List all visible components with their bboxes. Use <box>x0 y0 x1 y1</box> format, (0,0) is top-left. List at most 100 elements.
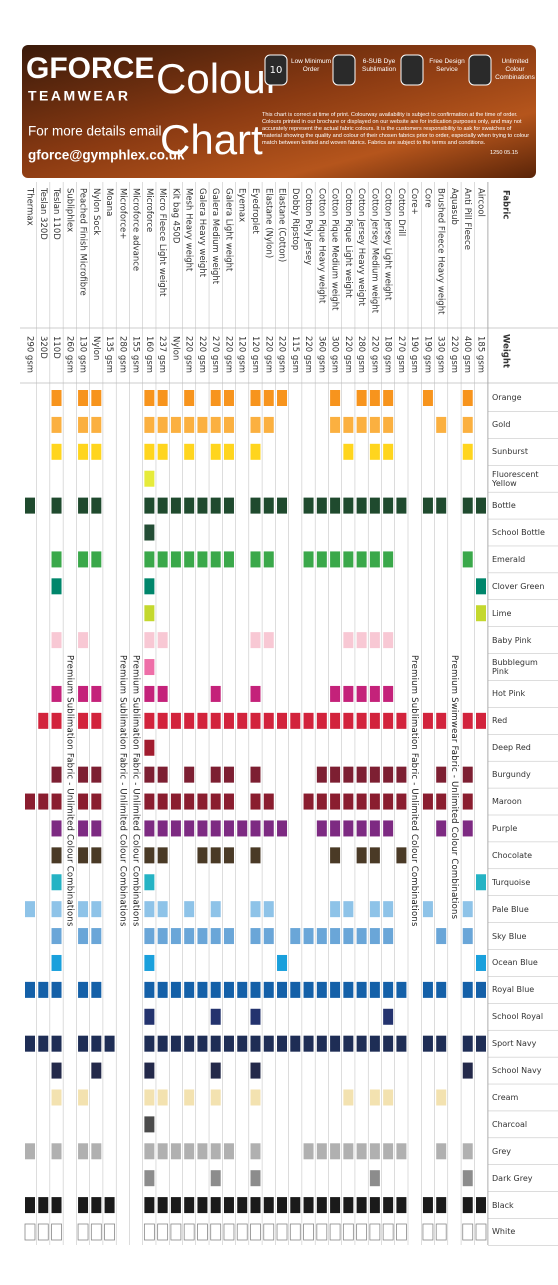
swatch <box>91 497 102 514</box>
colour-name: Bubblegum Pink <box>492 658 538 677</box>
colour-name: Cream <box>492 1092 519 1102</box>
swatch <box>144 847 155 864</box>
swatch <box>210 1035 221 1052</box>
swatch <box>330 901 341 918</box>
colour-name: Charcoal <box>492 1119 528 1129</box>
swatch <box>197 416 208 433</box>
swatch <box>223 416 234 433</box>
swatch <box>476 712 486 729</box>
swatch <box>250 820 261 837</box>
fabric-weight: 180 gsm <box>383 336 393 373</box>
swatch <box>277 981 288 998</box>
swatch <box>330 685 341 702</box>
swatch <box>343 820 354 837</box>
fabric-name: Galera Heavy weight <box>197 188 207 278</box>
swatch <box>462 551 473 568</box>
swatch <box>343 1143 354 1160</box>
swatch <box>144 605 155 622</box>
swatch <box>223 981 234 998</box>
fabric-note: Premium Sublimation Fabric - Unlimited C… <box>64 655 74 927</box>
swatch <box>157 1143 168 1160</box>
swatch <box>91 766 102 783</box>
swatch <box>356 632 367 649</box>
swatch <box>250 685 261 702</box>
swatch <box>422 497 433 514</box>
swatch <box>51 901 62 918</box>
swatch <box>51 1143 62 1160</box>
swatch <box>290 1035 301 1052</box>
swatch <box>170 928 181 945</box>
swatch <box>356 1197 367 1214</box>
swatch <box>144 981 155 998</box>
colour-name: Sky Blue <box>492 931 527 941</box>
swatch <box>197 820 208 837</box>
swatch <box>91 981 102 998</box>
fabric-note: Premium Sublimation Fabric - Unlimited C… <box>117 655 127 927</box>
fabric-weight: 220 gsm <box>197 336 207 373</box>
swatch <box>263 1223 275 1241</box>
swatch <box>51 712 62 729</box>
fabric-name: Cotton Jersey Medium weight <box>369 188 379 314</box>
swatch <box>330 1197 341 1214</box>
disclaimer: This chart is correct at time of print. … <box>262 112 530 146</box>
swatch <box>422 901 433 918</box>
colour-name: Emerald <box>492 554 526 564</box>
swatch <box>277 1035 288 1052</box>
title: Chart <box>160 116 263 163</box>
colour-label-box: Gold <box>492 420 510 429</box>
fabric-weight: 280 gsm <box>356 336 366 373</box>
colour-label-box: White <box>492 1228 515 1237</box>
swatch <box>184 981 195 998</box>
feature-label-box: 6-SUB Dye Sublimation <box>362 58 396 73</box>
swatch <box>38 1197 49 1214</box>
swatch <box>343 416 354 433</box>
swatch <box>157 416 168 433</box>
colour-label-box: Ocean Blue <box>492 958 538 967</box>
feature-icon <box>264 54 288 86</box>
swatch <box>51 390 62 406</box>
swatch <box>250 1223 261 1241</box>
swatch <box>104 1035 115 1052</box>
swatch <box>210 1089 221 1106</box>
swatch <box>436 1143 447 1160</box>
swatch <box>383 685 394 702</box>
swatch <box>462 712 473 729</box>
swatch <box>25 981 35 998</box>
feature-label-box: Low Minimum Order <box>291 58 331 73</box>
fabric-name: Cotton Pique Light weight <box>343 188 353 298</box>
swatch <box>210 820 221 837</box>
swatch <box>78 901 89 918</box>
swatch <box>342 1223 354 1241</box>
swatch <box>436 928 447 945</box>
fabric-weight: 330 gsm <box>436 336 446 373</box>
swatch <box>144 551 155 568</box>
swatch <box>223 551 234 568</box>
swatch <box>462 1197 473 1214</box>
fabric-weight: 220 gsm <box>223 336 233 373</box>
swatch <box>250 497 261 514</box>
colour-name: Orange <box>492 393 522 403</box>
swatch <box>316 820 327 837</box>
swatch <box>223 1223 235 1241</box>
fabric-name: Brushed Fleece Heavy weight <box>436 188 446 315</box>
swatch <box>396 793 407 810</box>
swatch <box>51 847 62 864</box>
swatch <box>436 981 447 998</box>
swatch <box>383 820 394 837</box>
swatch <box>170 1143 181 1160</box>
swatch <box>157 1089 168 1106</box>
swatch <box>263 390 274 406</box>
swatch <box>144 1008 155 1025</box>
swatch <box>462 820 473 837</box>
swatch <box>316 793 327 810</box>
swatch <box>330 847 341 864</box>
swatch <box>210 712 221 729</box>
swatch <box>476 874 486 891</box>
swatch <box>51 981 62 998</box>
swatch <box>223 793 234 810</box>
colour-name: Deep Red <box>492 743 531 753</box>
swatch <box>25 497 35 514</box>
swatch <box>210 1197 221 1214</box>
swatch <box>383 1035 394 1052</box>
swatch <box>78 766 89 783</box>
